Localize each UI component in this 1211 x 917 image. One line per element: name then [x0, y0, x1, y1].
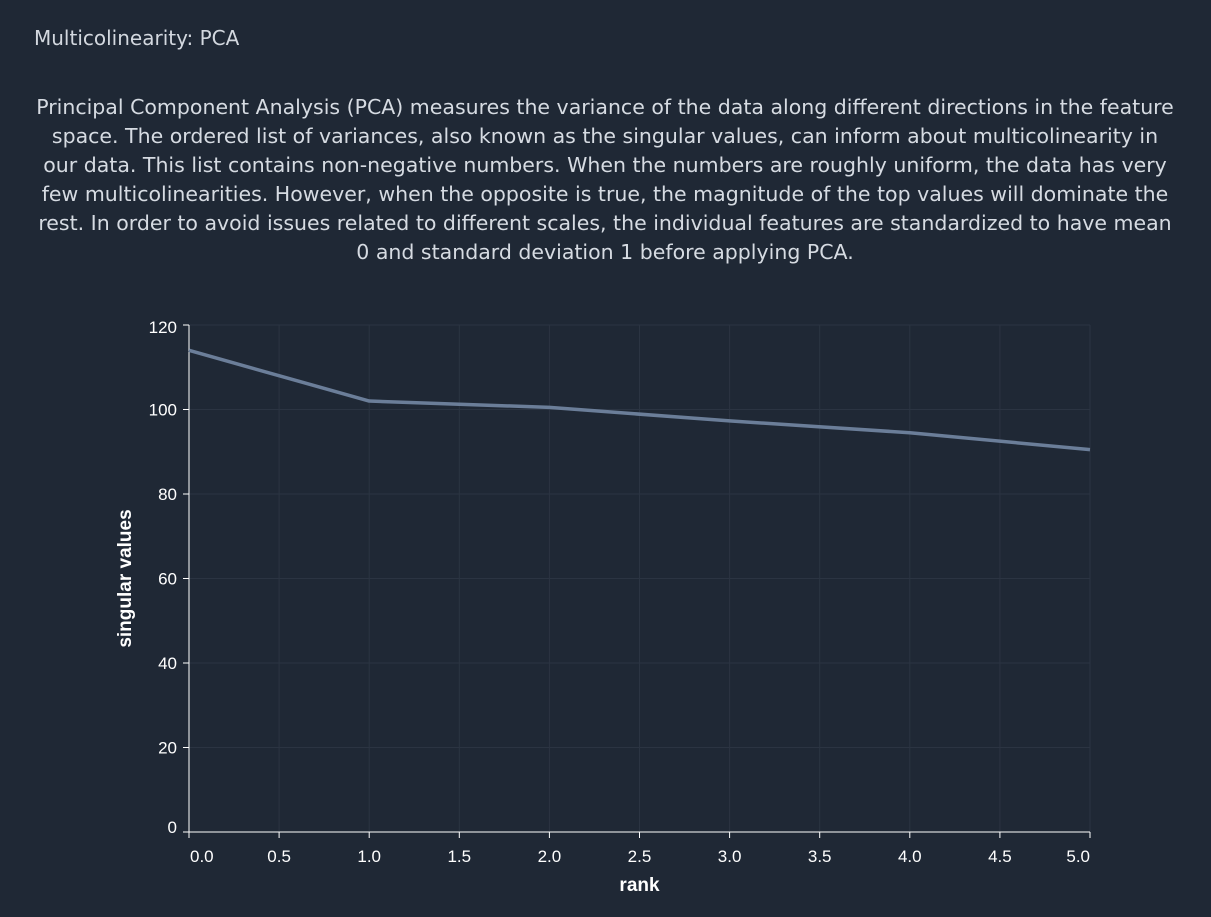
section-title: Multicolinearity: PCA [34, 26, 240, 50]
y-tick-label: 100 [149, 401, 177, 420]
x-tick-label: 4.5 [988, 847, 1012, 866]
y-tick-label: 60 [158, 570, 177, 589]
x-tick-label: 0.0 [190, 847, 214, 866]
x-tick-label: 3.0 [718, 847, 742, 866]
y-tick-label: 80 [158, 485, 177, 504]
series-layer [188, 348, 1091, 452]
y-tick-label: 20 [158, 739, 177, 758]
x-tick-label: 2.0 [538, 847, 562, 866]
y-tick-label: 0 [168, 818, 177, 837]
x-tick-label: 4.0 [898, 847, 922, 866]
x-axis-title: rank [619, 875, 660, 896]
x-tick-label: 3.5 [808, 847, 832, 866]
x-tick-label: 2.5 [628, 847, 652, 866]
y-tick-label: 120 [149, 318, 177, 337]
x-tick-label: 0.5 [267, 847, 291, 866]
pca-description: Principal Component Analysis (PCA) measu… [36, 95, 1174, 264]
y-axis-title: singular values [115, 509, 136, 647]
tick-marks: 0.0 0.5 1.0 1.5 2.0 2.5 3.0 3.5 4.0 4.5 5.0 0 20 40 60… [149, 318, 1091, 866]
grid-lines [188, 324, 1091, 833]
x-tick-label: 5.0 [1066, 847, 1090, 866]
x-tick-label: 1.5 [447, 847, 471, 866]
singular-values-line [188, 348, 1091, 452]
x-tick-label: 1.0 [357, 847, 381, 866]
y-tick-label: 40 [158, 654, 177, 673]
